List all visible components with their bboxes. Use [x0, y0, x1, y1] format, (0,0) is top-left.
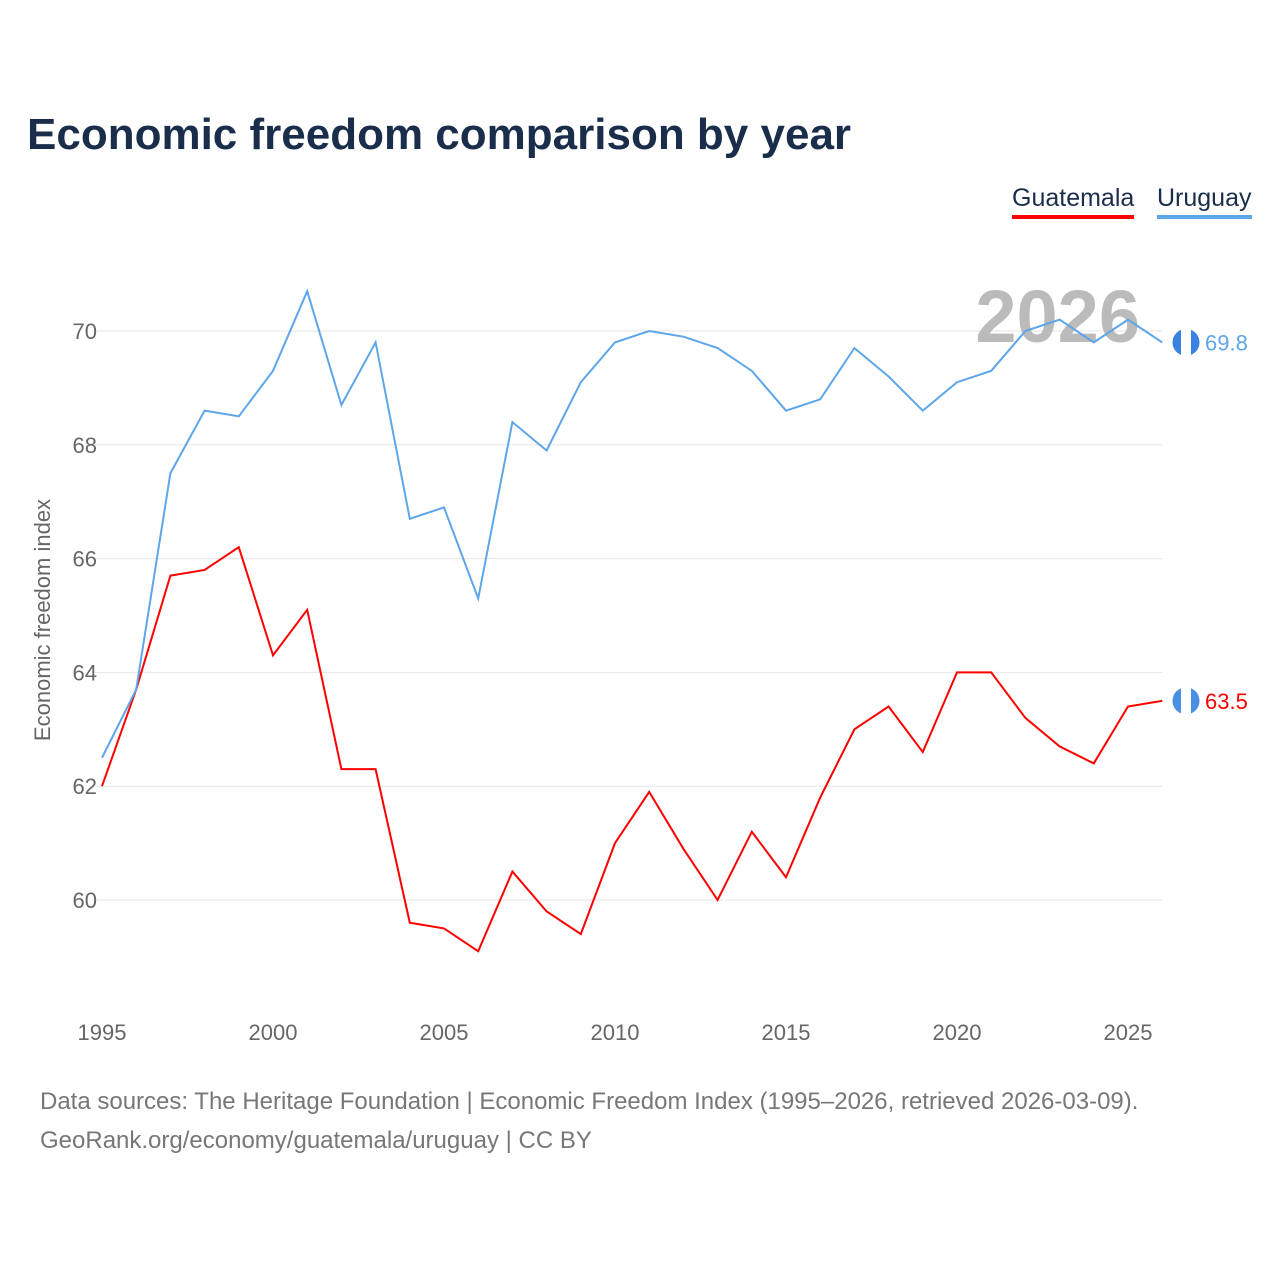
flag-stripe [1181, 686, 1191, 715]
end-value-label: 63.5 [1205, 689, 1248, 714]
y-tick-label: 66 [73, 547, 97, 572]
legend-uruguay[interactable]: Uruguay [1157, 184, 1252, 219]
y-tick-label: 60 [73, 888, 97, 913]
source-url: GeoRank.org/economy/guatemala/uruguay | … [40, 1127, 592, 1154]
y-tick-label: 64 [73, 660, 97, 685]
x-tick-label: 2005 [420, 1020, 469, 1045]
y-axis-label: Economic freedom index [30, 499, 55, 741]
y-tick-label: 62 [73, 774, 97, 799]
y-tick-label: 70 [73, 319, 97, 344]
x-tick-label: 2010 [591, 1020, 640, 1045]
x-tick-label: 1995 [78, 1020, 127, 1045]
chart-title: Economic freedom comparison by year [27, 110, 852, 159]
end-value-label: 69.8 [1205, 330, 1248, 355]
x-tick-label: 2025 [1104, 1020, 1153, 1045]
year-watermark: 2026 [975, 275, 1140, 358]
x-tick-label: 2015 [762, 1020, 811, 1045]
x-tick-label: 2000 [249, 1020, 298, 1045]
source-note: Data sources: The Heritage Foundation | … [40, 1088, 1139, 1115]
y-tick-label: 68 [73, 433, 97, 458]
flag-stripe [1181, 328, 1191, 357]
series-line-uruguay [101, 288, 1163, 759]
legend-guatemala[interactable]: Guatemala [1012, 184, 1135, 219]
series-line-guatemala [101, 545, 1163, 953]
x-tick-label: 2020 [933, 1020, 982, 1045]
